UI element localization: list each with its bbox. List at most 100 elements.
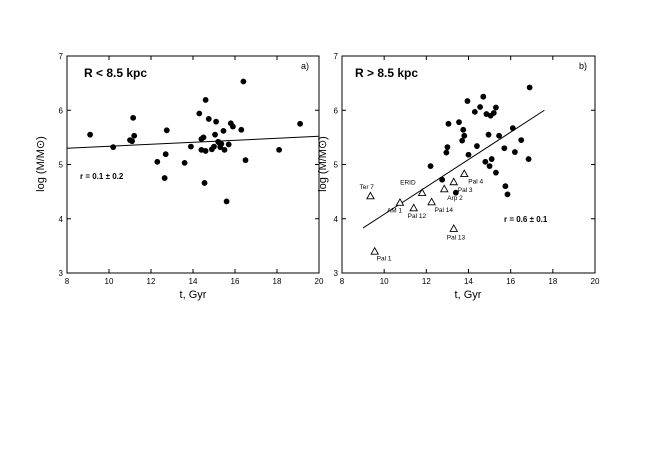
data-point <box>188 143 194 150</box>
cluster-point <box>370 246 380 255</box>
data-point <box>242 157 249 164</box>
cluster-label: ERID <box>400 180 416 187</box>
cluster-label: Pal 4 <box>468 179 483 186</box>
data-point <box>200 134 207 141</box>
fit-line <box>66 135 320 149</box>
data-point <box>486 163 493 170</box>
data-point <box>496 132 502 139</box>
data-point <box>130 114 137 121</box>
panel-b-ylabel: log (M/M⊙) <box>317 136 329 192</box>
cluster-point <box>366 191 375 200</box>
panel-a-xlabel: t, Gyr <box>180 289 207 301</box>
data-point <box>493 169 499 176</box>
data-point <box>456 119 462 126</box>
data-point <box>490 110 497 116</box>
cluster-label: Arp 2 <box>447 195 463 202</box>
y-tick-label: 3 <box>59 269 64 278</box>
panel-b-marks: Ter 7 Pal 1 AM 1 Pal 12 ERID Pal 14 Arp 2 Pal 1… <box>359 84 545 262</box>
cluster-label: Pal 1 <box>377 255 392 262</box>
x-tick-label: 20 <box>591 277 600 286</box>
x-tick-label: 10 <box>105 277 114 286</box>
cluster-label: AM 1 <box>387 207 403 214</box>
data-point <box>240 78 247 85</box>
data-point <box>445 120 452 127</box>
data-point <box>276 146 282 153</box>
cluster-point <box>439 184 449 193</box>
data-point <box>452 189 459 196</box>
data-point <box>504 191 511 198</box>
data-point <box>211 143 217 150</box>
x-tick-label: 10 <box>380 277 389 286</box>
data-point <box>218 140 225 147</box>
cluster-label: Ter 7 <box>359 184 374 191</box>
cluster-point <box>449 223 459 232</box>
data-point <box>163 127 170 134</box>
data-point <box>201 180 208 186</box>
panel-a: 8 10 12 14 16 18 20 3 4 5 6 7 R < 8.5 kpc a) r = 0.… <box>35 52 324 301</box>
data-point <box>460 126 467 133</box>
y-tick-label: 4 <box>59 215 64 224</box>
data-point <box>230 123 236 130</box>
cluster-point <box>395 197 405 206</box>
data-point <box>488 156 495 162</box>
x-tick-label: 20 <box>315 277 324 286</box>
cluster-point <box>459 169 469 178</box>
y-tick-label: 4 <box>334 215 339 224</box>
x-tick-label: 18 <box>273 277 282 286</box>
data-point <box>518 137 525 143</box>
data-point <box>161 175 168 181</box>
panel-b-title: R > 8.5 kpc <box>355 66 418 80</box>
data-point <box>443 149 450 156</box>
cluster-point <box>409 203 419 212</box>
x-tick-label: 18 <box>548 277 557 286</box>
cluster-label: Pal 3 <box>458 187 473 194</box>
x-tick-label: 16 <box>506 277 515 286</box>
cluster-point <box>427 197 436 206</box>
data-point <box>162 151 169 158</box>
panel-a-title: R < 8.5 kpc <box>84 66 147 80</box>
x-tick-label: 14 <box>464 277 473 286</box>
cluster-label: Pal 14 <box>435 207 454 214</box>
panel-a-ylabel: log (M/M⊙) <box>35 136 47 192</box>
data-point <box>220 127 227 134</box>
data-point <box>471 108 478 115</box>
cluster-label: Pal 12 <box>408 213 427 220</box>
x-tick-label: 12 <box>147 277 156 286</box>
data-point <box>202 148 209 154</box>
data-point <box>154 158 161 165</box>
x-tick-label: 12 <box>422 277 431 286</box>
panel-b-label: b) <box>579 61 587 71</box>
data-point <box>297 120 303 127</box>
x-tick-label: 14 <box>189 277 198 286</box>
data-point <box>465 151 472 158</box>
data-point <box>439 176 446 183</box>
y-tick-label: 5 <box>59 161 64 170</box>
data-point <box>477 104 483 110</box>
y-tick-label: 7 <box>334 52 339 61</box>
panel-a-label: a) <box>301 61 309 71</box>
data-point <box>482 158 489 165</box>
data-point <box>459 137 466 144</box>
panel-a-correlation: r = 0.1 ± 0.2 <box>80 172 124 181</box>
data-point <box>509 125 516 132</box>
data-point <box>221 146 228 153</box>
data-point <box>485 131 492 138</box>
data-point <box>196 110 203 117</box>
data-point <box>526 84 533 91</box>
x-tick-label: 8 <box>65 277 70 286</box>
data-point <box>461 132 468 139</box>
y-tick-label: 6 <box>59 106 64 115</box>
data-point <box>464 98 471 104</box>
y-tick-label: 3 <box>334 269 339 278</box>
panel-b-axis-ticks: 8 10 12 14 16 18 20 3 4 5 6 7 <box>334 52 600 286</box>
data-point <box>427 163 434 170</box>
cluster-point <box>417 188 427 197</box>
data-point <box>501 145 508 152</box>
data-point <box>225 141 232 148</box>
data-point <box>493 104 499 111</box>
cluster-point <box>449 177 459 186</box>
panel-b: 8 10 12 14 16 18 20 3 4 5 6 7 Ter 7 Pal 1 AM 1 Pal 12 E… <box>317 52 600 301</box>
data-point <box>444 144 451 151</box>
panel-a-marks <box>66 78 320 205</box>
